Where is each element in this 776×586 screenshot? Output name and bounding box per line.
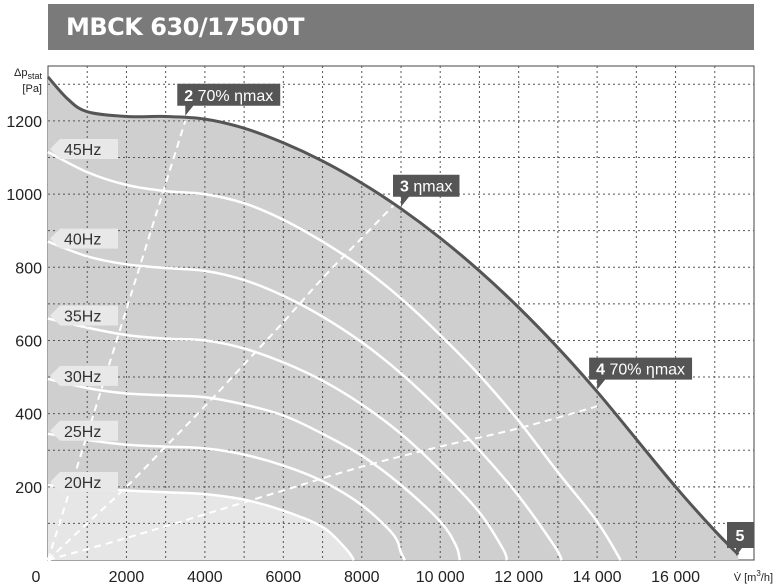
svg-text:4 70% ηmax: 4 70% ηmax [596, 362, 685, 379]
x-tick-label: 10 000 [416, 569, 465, 586]
y-tick-label: 400 [15, 407, 42, 424]
efficiency-lines [47, 120, 598, 561]
frequency-curve [47, 317, 509, 561]
chart-title: MBCK 630/17500T [66, 13, 304, 41]
svg-text:35Hz: 35Hz [64, 308, 101, 325]
efficiency-callout: 3 ηmax [393, 174, 460, 207]
y-tick-label: 800 [15, 260, 42, 277]
x-tick-label: 8000 [344, 569, 380, 586]
y-axis-ticks: 200 400 600 800 1000 1200 [6, 114, 42, 497]
x-axis-ticks: 0 2000 4000 6000 8000 10 000 12 000 14 000 16 00… [32, 569, 701, 586]
frequency-label: 35Hz [50, 305, 118, 326]
svg-text:25Hz: 25Hz [64, 424, 101, 441]
efficiency-callouts: 2 70% ηmax 3 ηmax 4 70% ηmax [177, 83, 693, 390]
svg-text:2 70% ηmax: 2 70% ηmax [184, 88, 273, 105]
low-flow-zone [48, 485, 354, 560]
frequency-curve [47, 377, 462, 561]
frequency-labels: 45Hz 40Hz 35Hz 30Hz 25Hz 20Hz [50, 138, 118, 492]
x-tick-label: 6000 [266, 569, 302, 586]
corner-label: 5 [727, 522, 754, 556]
x-tick-label: 2000 [109, 569, 145, 586]
efficiency-line [47, 405, 598, 561]
y-tick-label: 1200 [6, 114, 42, 131]
y-axis-label: Δpstat [14, 67, 42, 81]
svg-text:5: 5 [736, 528, 745, 545]
frequency-label: 25Hz [50, 420, 118, 441]
svg-text:40Hz: 40Hz [64, 232, 101, 249]
frequency-curve [47, 150, 622, 561]
frequency-label: 20Hz [50, 471, 118, 492]
max-curve [46, 75, 740, 556]
frequency-label: 30Hz [50, 365, 118, 386]
frequency-curves [47, 150, 622, 561]
x-tick-label: 0 [32, 569, 41, 586]
x-tick-label: 12 000 [494, 569, 543, 586]
title-bar: MBCK 630/17500T [48, 4, 754, 50]
frequency-label: 40Hz [50, 228, 118, 249]
svg-text:30Hz: 30Hz [64, 369, 101, 386]
y-axis-unit: [Pa] [22, 83, 42, 95]
frequency-curve [47, 240, 563, 561]
frequency-label: 45Hz [50, 138, 118, 159]
y-tick-label: 1000 [6, 187, 42, 204]
efficiency-line [47, 197, 402, 561]
x-tick-label: 14 000 [573, 569, 622, 586]
svg-text:3 ηmax: 3 ηmax [400, 179, 452, 196]
efficiency-line [47, 120, 187, 561]
efficiency-callout: 4 70% ηmax [589, 357, 693, 390]
svg-text:45Hz: 45Hz [64, 142, 101, 159]
y-tick-label: 600 [15, 333, 42, 350]
frequency-curve [47, 432, 407, 561]
x-axis-label: V̇ [m3/h] [734, 569, 773, 584]
x-tick-label: 16 000 [651, 569, 700, 586]
efficiency-callout: 2 70% ηmax [177, 83, 281, 116]
x-tick-label: 4000 [187, 569, 223, 586]
svg-text:20Hz: 20Hz [64, 475, 101, 492]
y-tick-label: 200 [15, 480, 42, 497]
